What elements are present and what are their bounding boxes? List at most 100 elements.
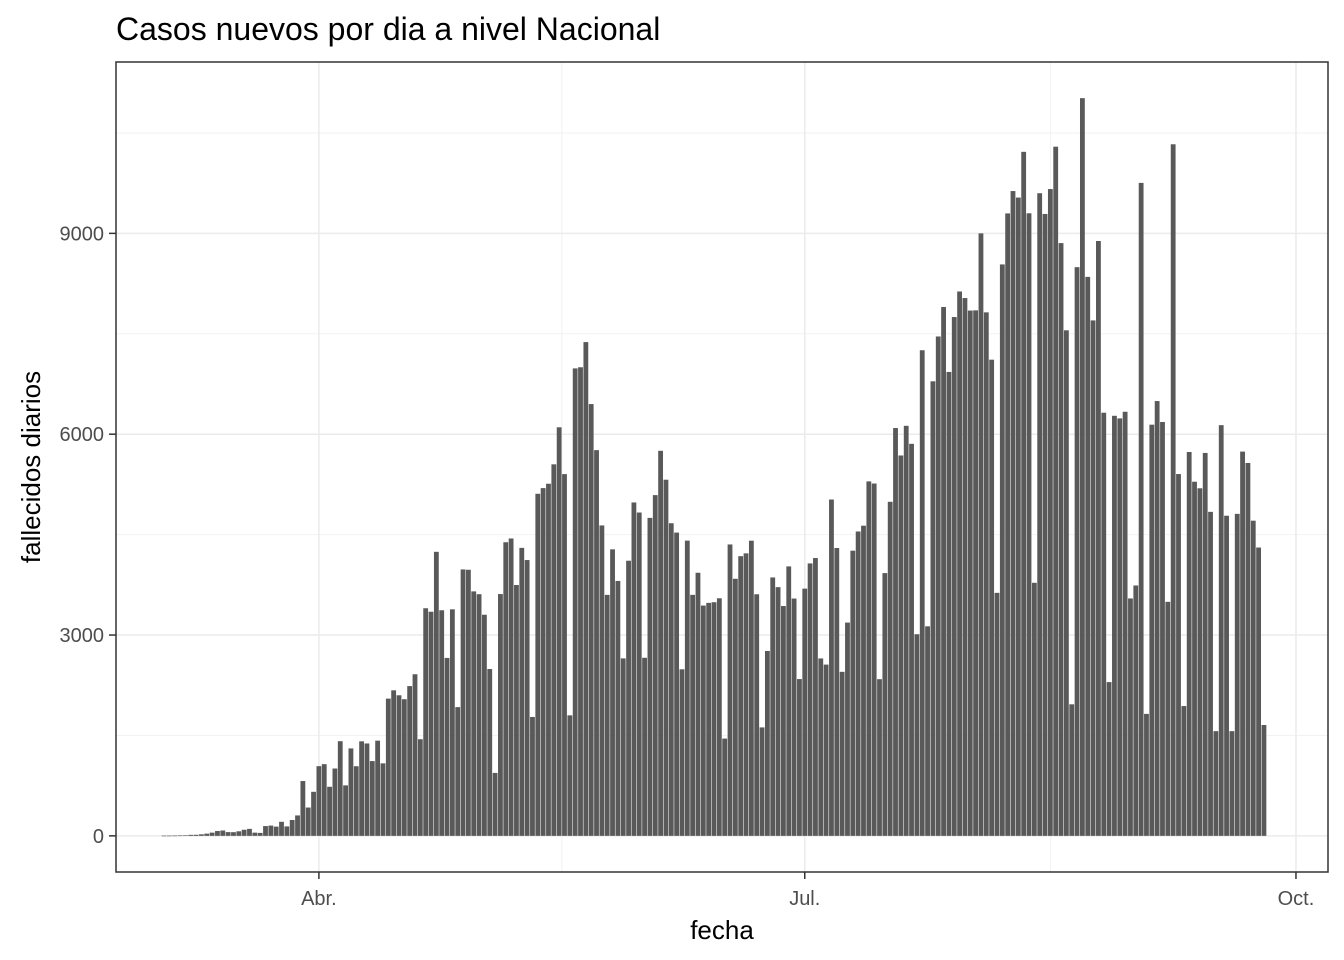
bar — [465, 569, 471, 836]
bar — [455, 707, 461, 836]
bar — [978, 233, 984, 836]
bar — [1122, 411, 1128, 836]
bar — [1026, 213, 1032, 836]
bar — [353, 766, 359, 836]
bar — [417, 739, 423, 836]
bar — [775, 587, 781, 836]
bar — [1112, 415, 1117, 836]
bar — [1186, 452, 1192, 836]
bar — [594, 450, 599, 836]
bar — [311, 791, 316, 836]
chart-title: Casos nuevos por dia a nivel Nacional — [116, 11, 660, 47]
bar — [946, 371, 952, 836]
bar — [1224, 515, 1229, 836]
bar — [1106, 682, 1112, 836]
bar — [759, 727, 765, 836]
bar — [786, 566, 792, 836]
bar — [764, 650, 770, 836]
bar — [327, 786, 332, 836]
bar — [316, 766, 322, 836]
bar — [663, 479, 669, 836]
bar — [829, 499, 834, 836]
bar — [1079, 98, 1085, 836]
bar — [1160, 422, 1165, 836]
bar — [1074, 267, 1080, 836]
bar — [401, 699, 407, 836]
bars — [161, 98, 1267, 837]
bar — [743, 553, 749, 836]
bar — [268, 825, 274, 836]
bar — [1250, 520, 1256, 836]
bar — [1005, 213, 1011, 836]
bar — [983, 312, 989, 836]
bar — [530, 716, 535, 836]
bar — [209, 832, 215, 836]
bar — [1218, 425, 1224, 836]
bar — [321, 764, 327, 836]
bar — [1031, 582, 1037, 836]
bar — [375, 740, 381, 836]
bar — [503, 542, 509, 836]
bar — [684, 540, 690, 836]
bar — [492, 772, 498, 836]
bar — [289, 819, 295, 836]
bar — [695, 572, 701, 836]
bar — [1144, 713, 1149, 836]
bar — [449, 609, 455, 836]
bar — [994, 592, 1000, 836]
bar — [797, 679, 802, 836]
bar — [823, 664, 829, 836]
bar — [781, 606, 786, 836]
bar — [967, 310, 973, 836]
bar — [802, 588, 808, 836]
bar — [941, 307, 946, 836]
bar — [716, 598, 722, 836]
bar — [690, 594, 696, 836]
bar — [380, 763, 386, 836]
bar — [732, 578, 738, 836]
bar — [1192, 481, 1197, 836]
bar — [482, 614, 487, 836]
bar — [1021, 151, 1027, 836]
bar — [252, 832, 258, 836]
bar — [471, 591, 477, 836]
bar — [738, 556, 744, 836]
bar — [396, 695, 402, 836]
bar — [748, 540, 754, 836]
bar — [188, 834, 194, 836]
bar — [273, 826, 279, 836]
bar — [989, 359, 995, 836]
bar — [1037, 193, 1043, 836]
bar — [834, 548, 840, 836]
bar — [337, 741, 343, 836]
bar — [909, 443, 914, 836]
bar — [711, 602, 717, 836]
bar — [1090, 320, 1096, 836]
bar — [241, 829, 247, 836]
bar — [706, 602, 712, 836]
bar — [177, 835, 183, 837]
bar — [1042, 213, 1048, 836]
bar — [476, 594, 482, 836]
bar — [535, 493, 541, 836]
bar — [215, 831, 220, 836]
bar — [1170, 144, 1176, 836]
bar — [1176, 474, 1181, 836]
bar — [439, 610, 445, 836]
bar — [257, 832, 263, 836]
bar — [642, 657, 647, 836]
bar — [1138, 182, 1144, 836]
bar — [813, 558, 818, 836]
bar — [722, 738, 728, 836]
bar — [818, 658, 824, 836]
bar — [754, 594, 760, 836]
bar — [935, 336, 941, 836]
bar — [263, 826, 268, 836]
bar — [247, 828, 252, 836]
bar — [855, 531, 861, 836]
bar — [925, 626, 930, 836]
bar — [391, 690, 397, 836]
y-tick-label: 0 — [93, 826, 104, 848]
bar — [679, 669, 685, 836]
bar — [631, 502, 637, 836]
